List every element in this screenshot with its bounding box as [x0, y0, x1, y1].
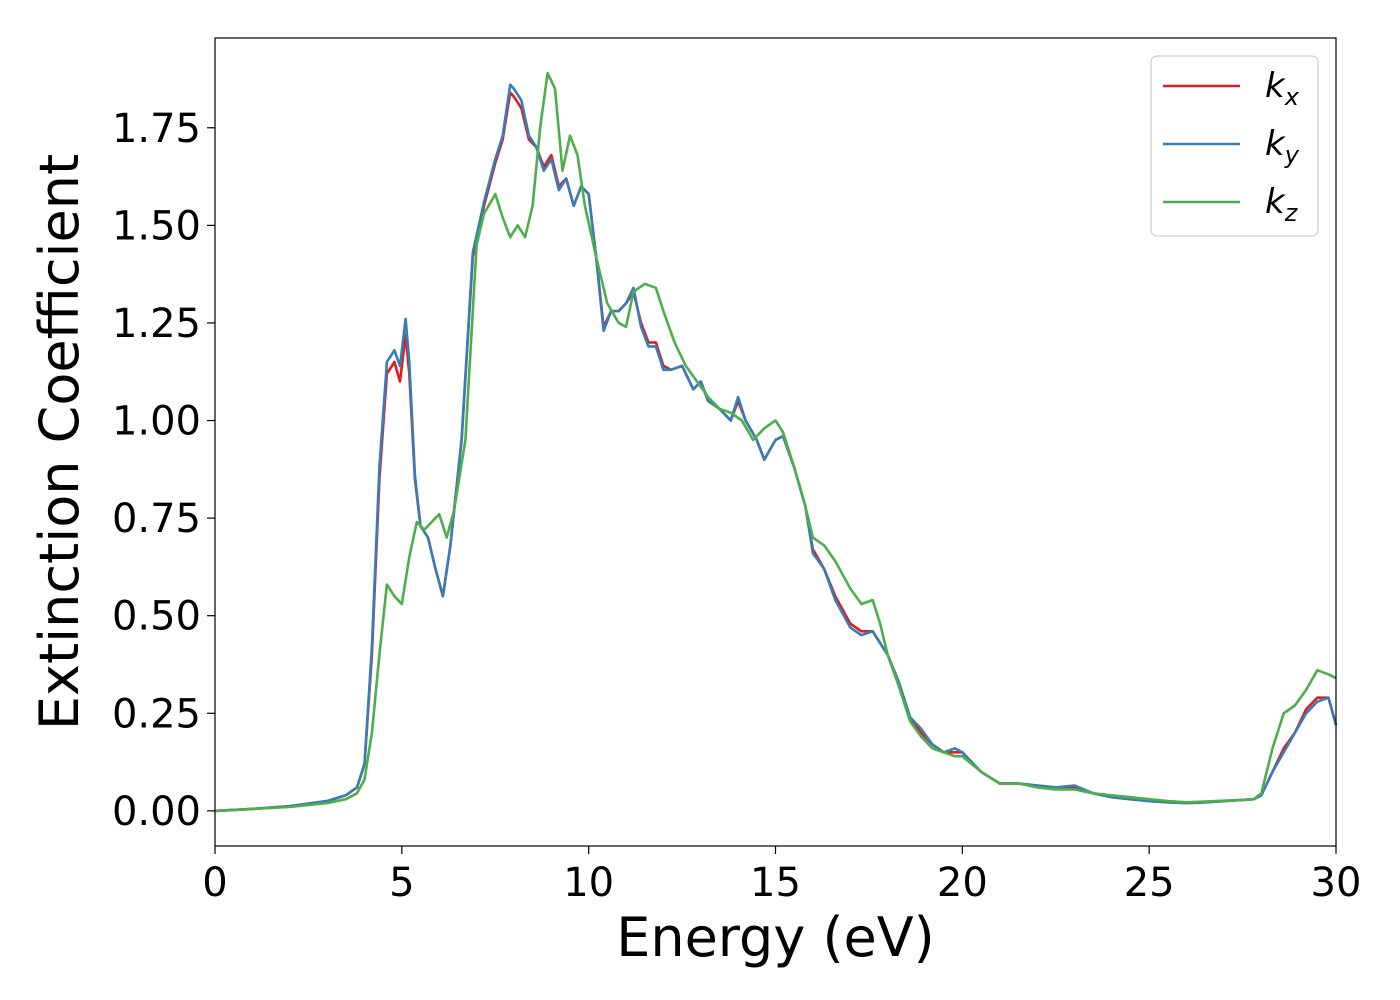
- y-axis-title: Extinction Coefficient: [28, 154, 91, 730]
- y-tick-label: 1.50: [112, 203, 201, 249]
- series-line-kz: [214, 71, 1337, 813]
- y-axis-ticks: 0.00 0.25 0.50 0.75 1.00 1.25 1.50 1.75: [112, 106, 215, 835]
- plot-frame: [214, 37, 1337, 847]
- legend-box: [1150, 55, 1319, 237]
- y-tick-label: 0.25: [112, 691, 201, 737]
- legend-label: ky: [1265, 124, 1300, 169]
- y-tick-label: 0.75: [112, 496, 201, 542]
- y-tick-label: 1.75: [112, 106, 201, 152]
- x-axis-title: Energy (eV): [616, 906, 935, 969]
- x-tick-label: 0: [202, 860, 227, 906]
- x-tick-label: 20: [937, 860, 988, 906]
- y-tick-label: 1.25: [112, 301, 201, 347]
- x-tick-label: 5: [389, 860, 414, 906]
- y-tick-label: 1.00: [112, 399, 201, 445]
- x-tick-label: 10: [563, 860, 614, 906]
- x-axis-ticks: 0 5 10 15 20 25 30: [202, 846, 1361, 906]
- legend-label: kz: [1265, 182, 1299, 227]
- x-tick-label: 30: [1311, 860, 1362, 906]
- legend: kx ky kz: [1150, 55, 1319, 237]
- y-tick-label: 0.00: [112, 789, 201, 835]
- series-lines: [214, 71, 1338, 813]
- x-tick-label: 15: [750, 860, 801, 906]
- y-tick-label: 0.50: [112, 594, 201, 640]
- x-tick-label: 25: [1124, 860, 1175, 906]
- legend-label: kx: [1265, 66, 1300, 111]
